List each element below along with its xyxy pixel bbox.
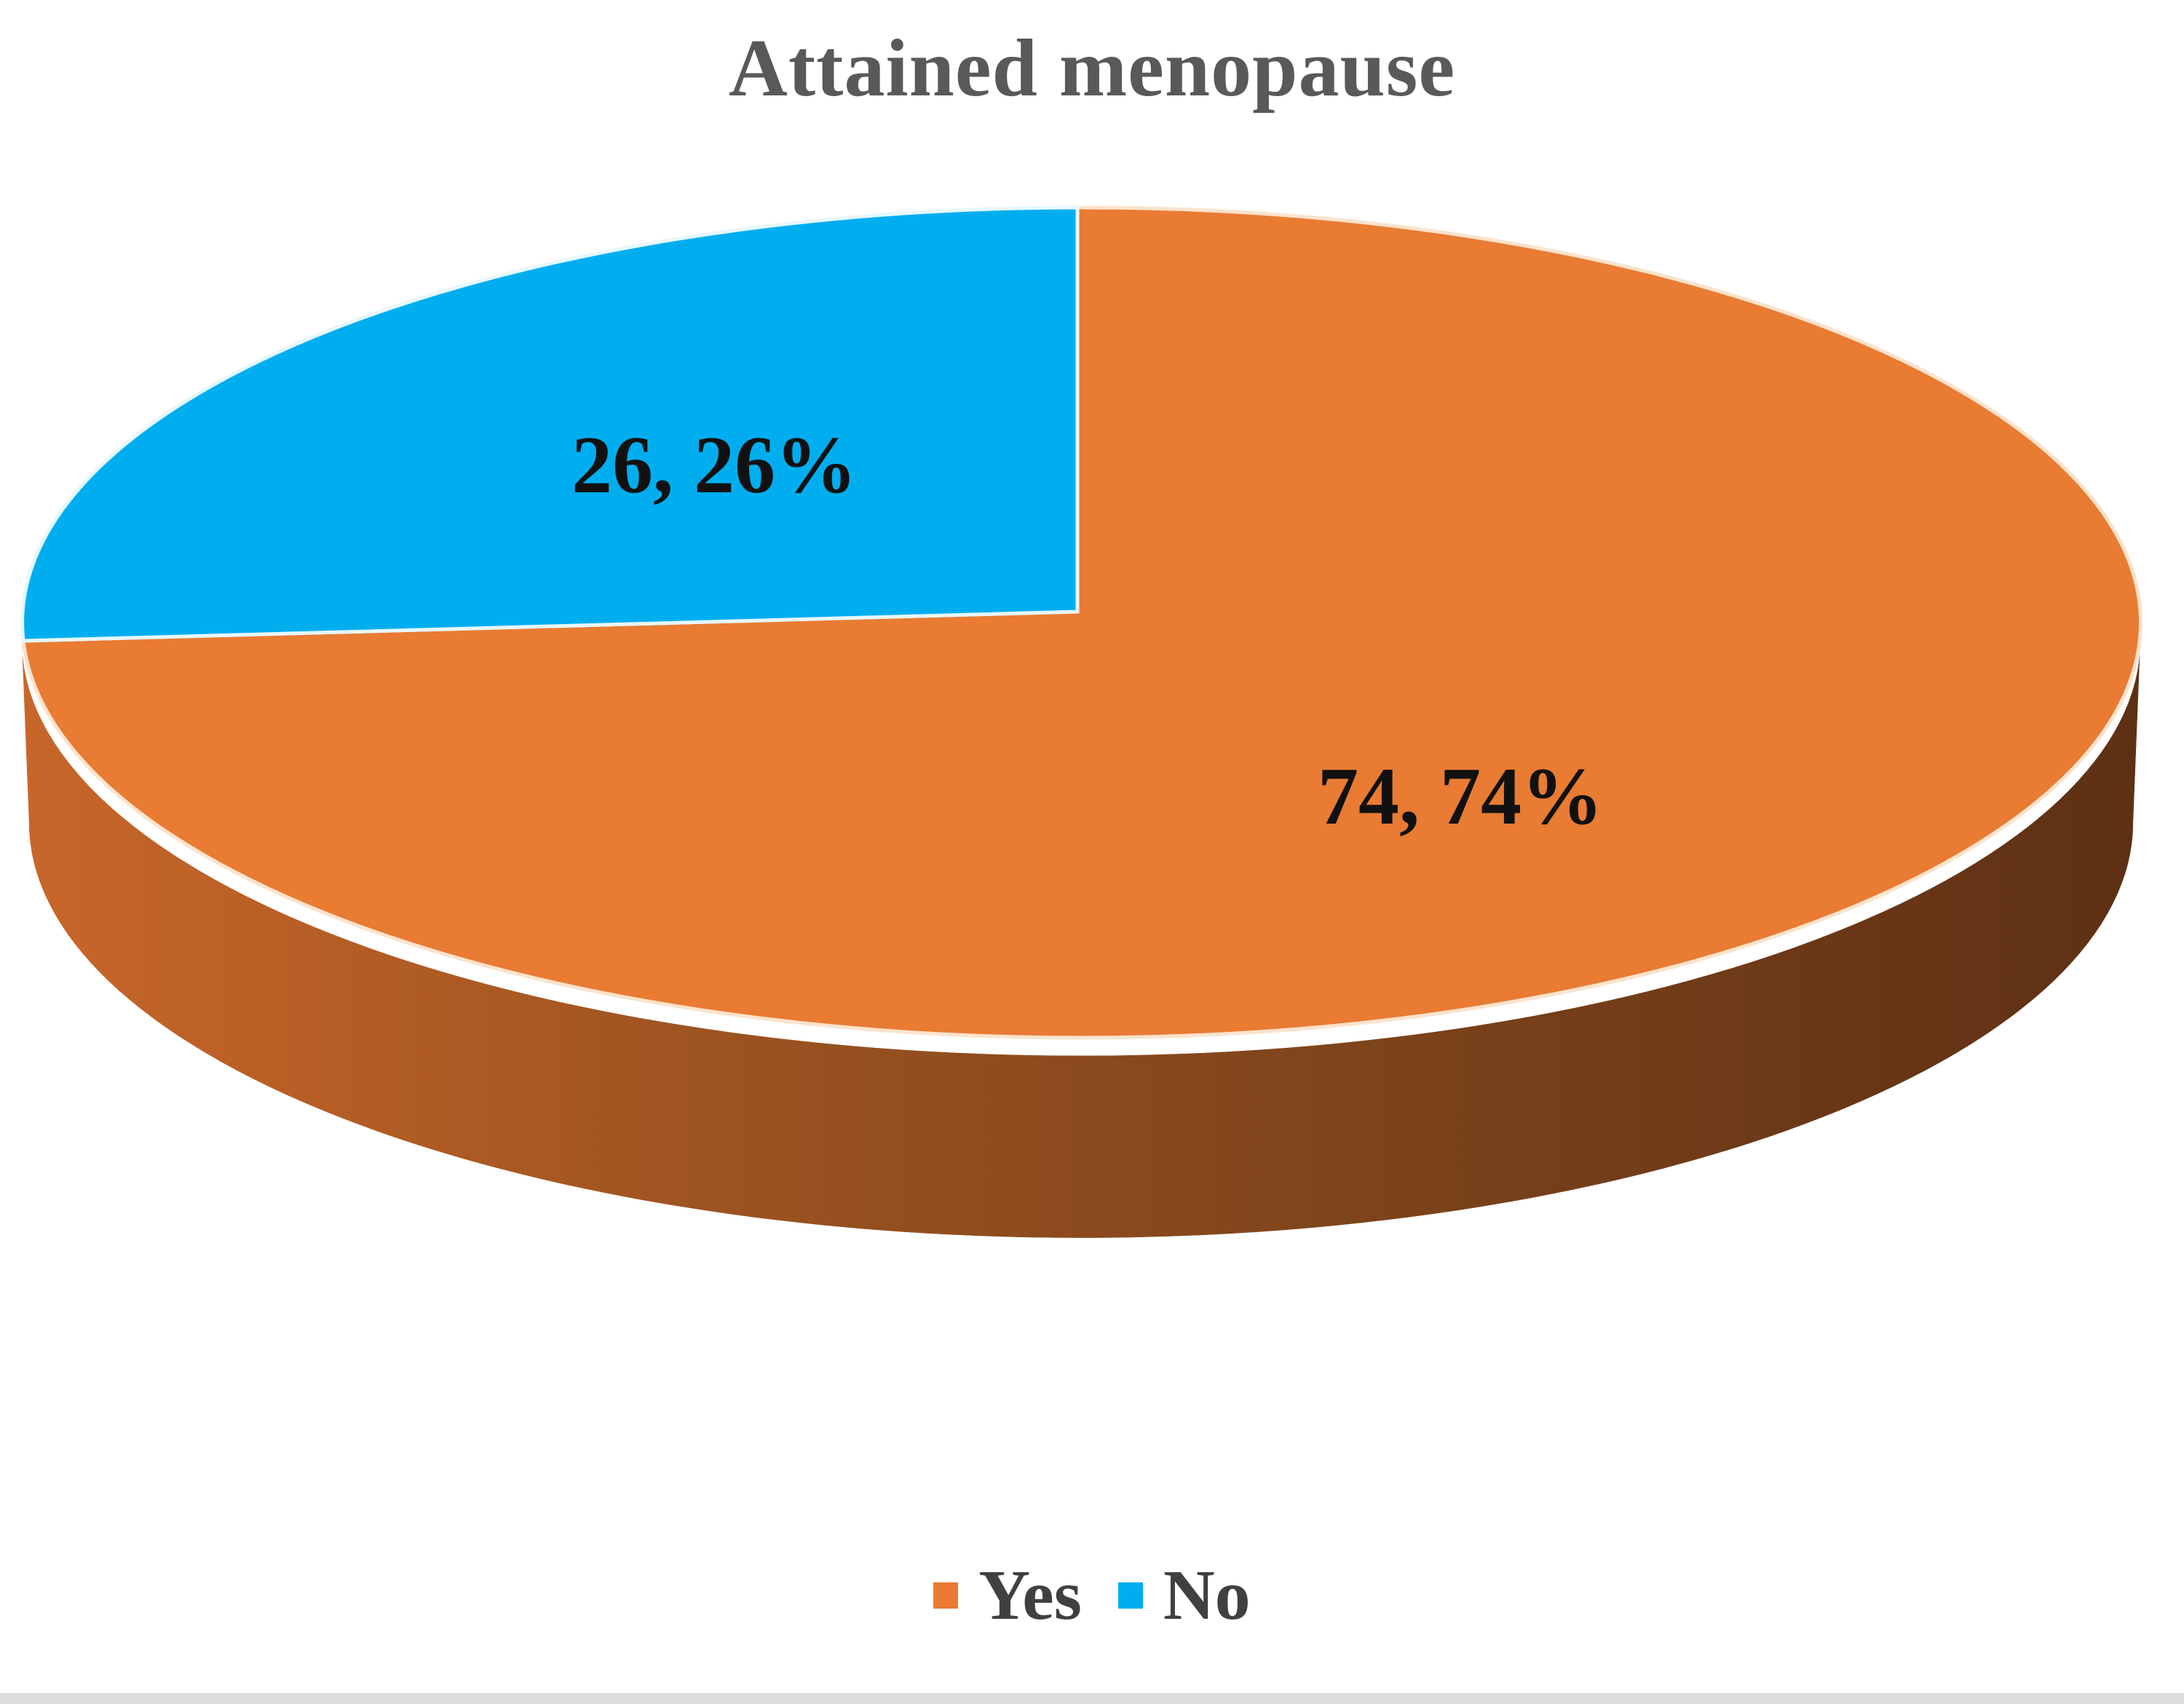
slice-no[interactable] [20, 205, 1080, 643]
legend-swatch-no-icon [1117, 1582, 1143, 1609]
data-label-no: 26, 26% [571, 420, 857, 510]
legend-item-no[interactable]: No [1117, 1555, 1251, 1636]
legend-item-yes[interactable]: Yes [933, 1555, 1082, 1636]
legend-label-yes: Yes [978, 1556, 1082, 1635]
slice-yes[interactable] [21, 205, 2143, 1040]
legend-swatch-yes-icon [933, 1582, 959, 1609]
chart-title: Attained menopause [728, 23, 1456, 114]
legend: Yes No [0, 1555, 2184, 1636]
data-label-yes: 74, 74% [1318, 752, 1603, 842]
bottom-divider [0, 1693, 2184, 1704]
legend-label-no: No [1163, 1556, 1251, 1635]
